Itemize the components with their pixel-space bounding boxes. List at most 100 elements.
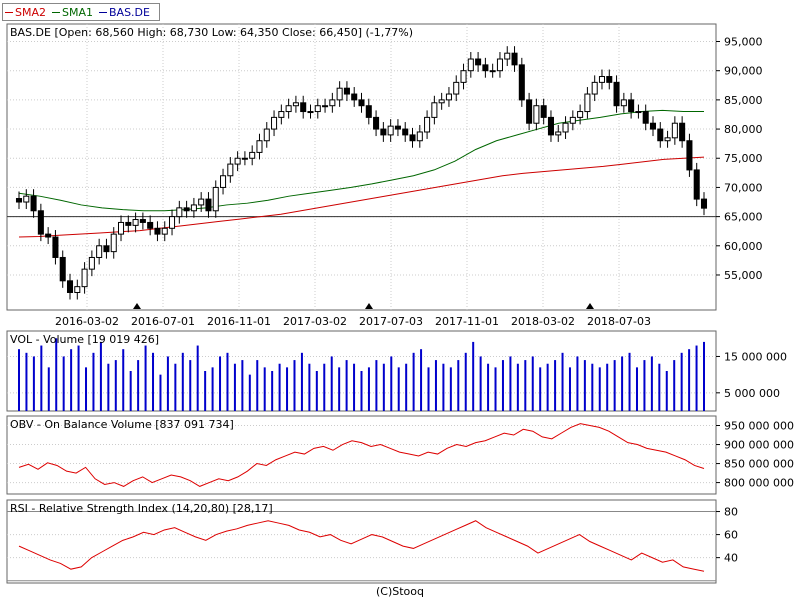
date-tick-label-2: 2016-11-01 (207, 315, 271, 328)
candle-body-2 (30, 195, 37, 212)
volume-bar-2 (32, 356, 35, 411)
candle-body-73 (547, 116, 554, 136)
legend-swatch-bas (99, 11, 107, 13)
candle-body-57 (431, 102, 438, 118)
volume-bar-20 (166, 356, 169, 411)
candle-body-45 (343, 87, 350, 95)
volume-bar-70 (539, 367, 542, 411)
candle-body-49 (373, 116, 380, 130)
candle-body-6 (59, 256, 66, 282)
legend: SMA2 SMA1 BAS.DE (2, 3, 160, 21)
volume-bar-87 (665, 371, 668, 411)
legend-label-bas: BAS.DE (109, 5, 150, 19)
obv-line (18, 423, 705, 487)
candle-body-3 (37, 210, 44, 235)
candle-body-38 (292, 102, 299, 107)
volume-bar-19 (159, 374, 162, 411)
volume-bar-59 (457, 360, 460, 411)
volume-bar-6 (62, 356, 65, 411)
dividend-marker-2 (586, 303, 594, 309)
volume-bar-11 (99, 341, 102, 411)
legend-swatch-sma1 (52, 11, 60, 13)
volume-panel-title: VOL - Volume [19 019 426] (10, 333, 160, 346)
candle-body-91 (679, 122, 686, 142)
volume-bar-7 (70, 349, 73, 411)
volume-bar-16 (137, 360, 140, 411)
volume-bar-79 (606, 363, 609, 411)
volume-bar-1 (25, 352, 28, 411)
volume-bar-12 (107, 363, 110, 411)
volume-bar-60 (464, 352, 467, 411)
volume-tick-label-1: 15 000 000 (724, 350, 787, 363)
volume-bar-41 (323, 363, 326, 411)
candle-body-86 (642, 111, 649, 124)
volume-bar-66 (509, 356, 512, 411)
candle-body-32 (249, 151, 256, 159)
candle-body-69 (518, 64, 525, 101)
volume-bar-58 (449, 367, 452, 411)
candle-body-26 (205, 198, 212, 212)
volume-bar-83 (635, 367, 638, 411)
volume-bar-15 (129, 371, 132, 411)
candle-body-78 (584, 93, 591, 113)
candle-body-80 (598, 76, 606, 83)
candle-body-77 (577, 111, 584, 118)
volume-bar-80 (613, 360, 616, 411)
volume-bar-17 (144, 345, 147, 411)
volume-bar-78 (598, 367, 601, 411)
price-tick-label-8: 95,000 (724, 36, 763, 49)
rsi-line (18, 520, 705, 572)
candle-body-5 (52, 236, 59, 258)
volume-bar-63 (487, 363, 490, 411)
candle-body-70 (526, 99, 533, 124)
candle-body-66 (496, 58, 503, 72)
candle-body-63 (475, 58, 482, 66)
candle-body-36 (278, 111, 285, 118)
candle-body-17 (139, 219, 146, 223)
volume-bar-88 (673, 360, 676, 411)
candle-body-11 (96, 245, 103, 258)
legend-item-sma2: SMA2 (5, 6, 46, 19)
volume-bar-10 (92, 352, 95, 411)
candle-body-64 (482, 64, 489, 72)
candle-body-43 (329, 99, 336, 107)
candle-body-87 (649, 122, 657, 130)
volume-bar-30 (241, 360, 244, 411)
volume-bar-68 (524, 360, 527, 411)
volume-bar-9 (85, 367, 88, 411)
volume-bar-23 (189, 360, 192, 411)
candle-body-61 (460, 70, 467, 83)
candle-body-19 (154, 227, 161, 235)
date-tick-label-5: 2017-11-01 (435, 315, 499, 328)
volume-bar-53 (412, 352, 415, 411)
candle-body-29 (227, 163, 234, 177)
volume-bar-33 (263, 367, 266, 411)
date-tick-label-4: 2017-07-03 (359, 315, 423, 328)
candle-body-23 (183, 207, 190, 212)
candle-body-76 (569, 116, 576, 124)
volume-bar-85 (650, 356, 653, 411)
candle-body-41 (314, 105, 321, 113)
volume-bar-55 (427, 367, 430, 411)
candle-body-72 (540, 105, 547, 118)
volume-bar-73 (561, 352, 564, 411)
volume-bar-3 (40, 345, 43, 411)
volume-bar-75 (576, 356, 579, 411)
volume-bar-42 (330, 356, 333, 411)
volume-bar-38 (300, 352, 303, 411)
obv-tick-label-3: 950 000 000 (724, 420, 794, 433)
volume-bar-82 (628, 352, 631, 411)
candle-body-20 (161, 227, 168, 235)
candle-body-25 (198, 198, 205, 206)
candle-body-81 (606, 76, 613, 83)
volume-bar-22 (181, 352, 184, 411)
candle-body-8 (74, 286, 81, 293)
price-tick-label-7: 90,000 (724, 65, 763, 78)
sma2-line (18, 156, 705, 238)
volume-bar-74 (568, 367, 571, 411)
volume-bar-28 (226, 352, 229, 411)
candle-body-12 (103, 245, 110, 253)
volume-bar-14 (122, 349, 125, 411)
volume-bar-40 (315, 371, 318, 411)
volume-bar-61 (472, 341, 475, 411)
